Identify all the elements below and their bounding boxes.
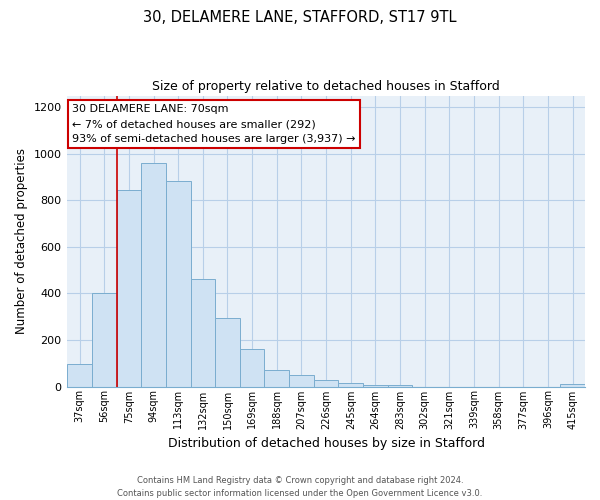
Bar [314,380,338,386]
X-axis label: Distribution of detached houses by size in Stafford: Distribution of detached houses by size … [167,437,485,450]
Bar [560,384,585,386]
Bar [363,384,388,386]
Text: 30 DELAMERE LANE: 70sqm
← 7% of detached houses are smaller (292)
93% of semi-de: 30 DELAMERE LANE: 70sqm ← 7% of detached… [73,104,356,144]
Bar [141,163,166,386]
Bar [265,370,289,386]
Y-axis label: Number of detached properties: Number of detached properties [15,148,28,334]
Bar [215,318,240,386]
Text: Contains HM Land Registry data © Crown copyright and database right 2024.
Contai: Contains HM Land Registry data © Crown c… [118,476,482,498]
Title: Size of property relative to detached houses in Stafford: Size of property relative to detached ho… [152,80,500,93]
Bar [289,375,314,386]
Bar [67,364,92,386]
Text: 30, DELAMERE LANE, STAFFORD, ST17 9TL: 30, DELAMERE LANE, STAFFORD, ST17 9TL [143,10,457,25]
Bar [166,180,191,386]
Bar [240,350,265,387]
Bar [338,383,363,386]
Bar [116,190,141,386]
Bar [92,294,116,386]
Bar [191,280,215,386]
